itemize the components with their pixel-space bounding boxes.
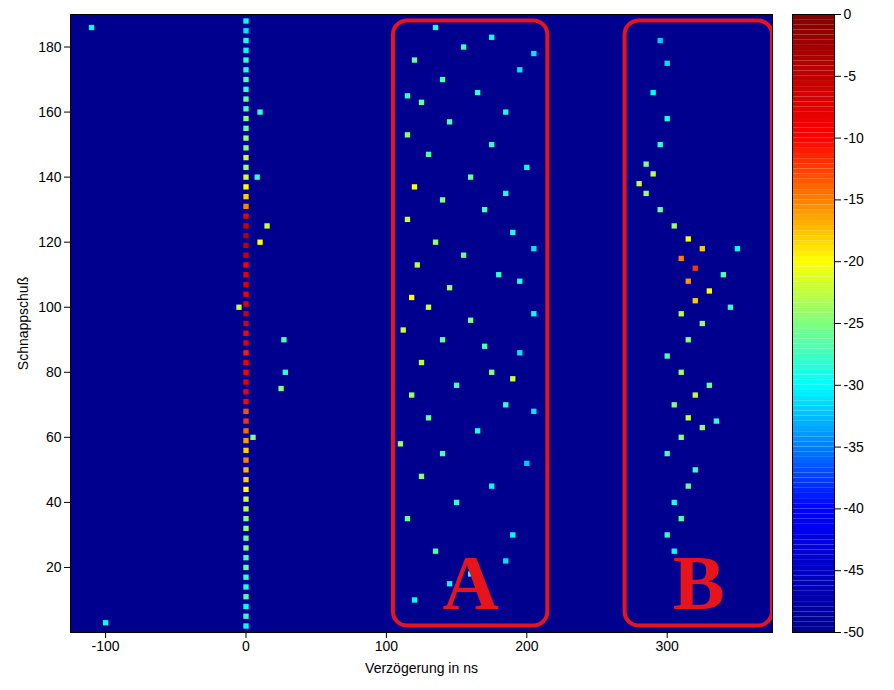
svg-text:140: 140 (38, 169, 62, 185)
svg-text:Schnappschuß: Schnappschuß (15, 277, 31, 370)
svg-text:Verzögerung in ns: Verzögerung in ns (365, 660, 478, 676)
svg-text:60: 60 (46, 429, 62, 445)
svg-text:200: 200 (515, 638, 539, 654)
svg-text:180: 180 (38, 39, 62, 55)
svg-text:-30: -30 (844, 377, 864, 393)
svg-text:80: 80 (46, 364, 62, 380)
svg-text:-40: -40 (844, 500, 864, 516)
svg-text:-15: -15 (844, 191, 864, 207)
svg-text:-100: -100 (92, 638, 120, 654)
svg-text:300: 300 (656, 638, 680, 654)
svg-text:-10: -10 (844, 130, 864, 146)
svg-text:A: A (442, 539, 498, 626)
svg-text:0: 0 (844, 6, 852, 22)
svg-text:B: B (673, 539, 725, 626)
svg-text:-50: -50 (844, 624, 864, 640)
svg-text:100: 100 (375, 638, 399, 654)
svg-text:-35: -35 (844, 439, 864, 455)
svg-text:160: 160 (38, 104, 62, 120)
svg-text:-5: -5 (844, 68, 857, 84)
svg-text:120: 120 (38, 234, 62, 250)
svg-text:-25: -25 (844, 315, 864, 331)
svg-text:0: 0 (242, 638, 250, 654)
svg-text:20: 20 (46, 559, 62, 575)
svg-text:-20: -20 (844, 253, 864, 269)
svg-text:-45: -45 (844, 562, 864, 578)
svg-text:40: 40 (46, 494, 62, 510)
svg-text:100: 100 (38, 299, 62, 315)
